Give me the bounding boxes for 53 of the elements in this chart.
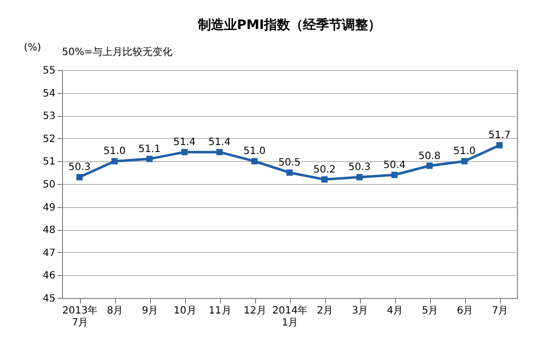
chart-title: 制造业PMI指数（经季节调整） [196,17,382,33]
x-tick-label: 6月 [456,306,474,316]
data-label: 50.3 [348,162,371,174]
point [76,174,83,180]
x-tick-label: 9月 [142,306,158,316]
point [461,158,468,164]
data-label: 50.8 [418,150,441,162]
y-tick-label: 49 [42,202,56,214]
point [146,156,153,162]
x-tick-label: 12月 [244,306,266,316]
point [391,172,398,178]
point [356,174,363,180]
y-tick-label: 45 [42,294,56,304]
y-tick-label: 47 [42,248,56,259]
y-tick-label: 53 [42,111,56,122]
point [216,148,223,156]
data-label: 50.3 [68,162,91,174]
x-tick-label: 2014年 1月 [272,304,308,328]
data-label: 51.7 [488,130,511,142]
y-tick-label: 50 [42,180,56,190]
point [286,169,293,176]
y-tick-label: 55 [42,66,56,76]
data-label: 50.2 [313,164,336,176]
point [251,158,258,164]
x-tick-label: 4月 [386,306,404,316]
x-tick-label: 2月 [316,306,334,316]
data-label: 51.4 [173,137,196,148]
y-tick-label: 48 [42,225,56,236]
data-label: 51.4 [208,137,231,148]
point [426,162,433,169]
data-label: 50.5 [278,158,301,169]
point [321,176,328,183]
y-tick-label: 52 [42,134,56,145]
point [111,158,118,164]
data-label: 51.0 [243,146,266,158]
text: 50%=与上月比较无变化 [62,46,173,58]
x-tick-label: 10月 [174,306,196,316]
x-tick-label: 5月 [422,306,438,316]
data-label: 50.4 [383,160,406,171]
y-tick-label: 51 [42,156,56,168]
data-label: 51.0 [103,146,126,158]
x-tick-label: 8月 [106,306,124,316]
y-tick-label: 46 [42,270,56,282]
data-label: 51.0 [453,146,476,158]
y-tick-label: 54 [42,88,56,100]
y-axis-title: (%) [24,42,42,54]
point [496,142,503,148]
x-tick-label: 11月 [208,306,232,316]
point [181,148,188,156]
x-tick-label: 3月 [352,306,368,316]
x-tick-label: 2013年 7月 [62,304,98,328]
x-tick-label: 7月 [492,306,508,316]
data-label: 51.1 [138,144,161,155]
